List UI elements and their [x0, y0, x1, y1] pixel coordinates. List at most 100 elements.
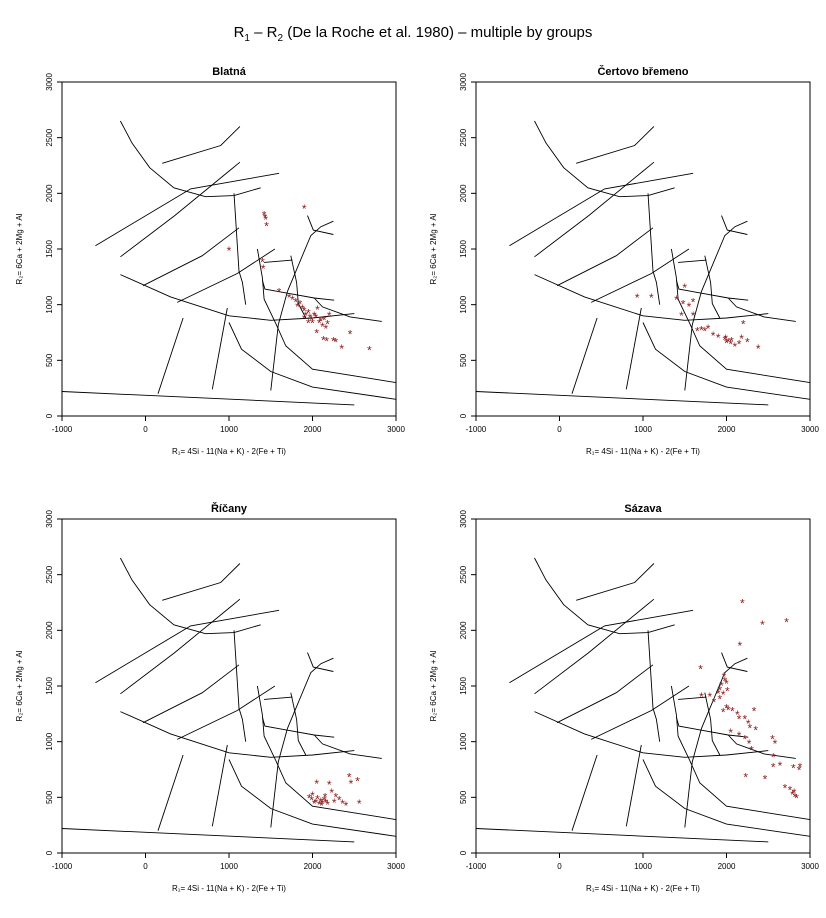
- data-point: *: [309, 313, 314, 327]
- x-axis-label: R₁= 4Si - 11(Na + K) - 2(Fe + Ti): [586, 884, 700, 893]
- data-point: *: [334, 790, 339, 804]
- data-point: *: [306, 317, 311, 331]
- data-point: *: [325, 798, 330, 812]
- grid-line-19: [313, 734, 382, 759]
- title-sub1: 1: [244, 33, 250, 44]
- grid-line-3: [162, 126, 241, 164]
- data-point: *: [347, 770, 352, 784]
- data-point: *: [699, 690, 704, 704]
- data-point: *: [748, 721, 753, 735]
- grid-line-14: [721, 215, 748, 235]
- data-point: *: [334, 336, 339, 350]
- grid-line-19: [313, 297, 382, 322]
- y-tick-label: 2500: [45, 565, 54, 583]
- y-tick-label: 1000: [45, 295, 54, 313]
- grid-line-1: [120, 557, 261, 635]
- data-point: *: [752, 705, 757, 719]
- grid-line-17: [62, 391, 355, 406]
- data-point: *: [753, 724, 758, 738]
- data-point: *: [770, 732, 775, 746]
- y-tick-label: 1000: [459, 732, 468, 750]
- grid-line-9: [625, 744, 642, 827]
- data-point: *: [302, 304, 307, 318]
- grid-line-5: [556, 664, 654, 724]
- data-point: *: [322, 794, 327, 808]
- x-tick-label: 2000: [304, 862, 322, 871]
- data-point: *: [324, 796, 329, 810]
- grid-line-5: [142, 227, 240, 287]
- y-axis-label: R₂= 6Ca + 2Mg + Al: [15, 213, 24, 284]
- grid-line-11: [228, 322, 396, 400]
- x-tick-label: 0: [557, 862, 562, 871]
- data-point: *: [746, 717, 751, 731]
- data-point: *: [771, 750, 776, 764]
- grid-line-10: [233, 193, 247, 305]
- y-tick-label: 3000: [459, 510, 468, 528]
- y-tick-label: 3000: [45, 510, 54, 528]
- data-point: *: [264, 220, 269, 234]
- grid-line-16: [704, 255, 721, 319]
- grid-line-15: [264, 696, 293, 700]
- data-point: *: [287, 291, 292, 305]
- data-point: *: [743, 732, 748, 746]
- data-point: *: [737, 338, 742, 352]
- data-point: *: [310, 789, 315, 803]
- y-tick-label: 500: [45, 353, 54, 367]
- classification-grid: [476, 120, 810, 406]
- y-tick-label: 500: [459, 790, 468, 804]
- y-tick-label: 1500: [45, 240, 54, 258]
- data-point: *: [716, 331, 721, 345]
- data-point: *: [712, 696, 717, 710]
- data-point: *: [728, 338, 733, 352]
- title-suffix: (De la Roche et al. 1980) – multiple by …: [283, 24, 592, 41]
- grid-line-6: [177, 248, 276, 303]
- data-point: *: [739, 332, 744, 346]
- data-point: *: [260, 255, 265, 269]
- grid-line-18: [675, 280, 749, 301]
- data-points: * * *** * ** ***** * * **** * *** * ** *: [635, 281, 761, 356]
- y-tick-label: 1500: [459, 240, 468, 258]
- grid-line-14: [307, 652, 334, 672]
- grid-line-15: [264, 259, 293, 263]
- grid-line-8: [157, 754, 184, 831]
- grid-line-16: [290, 255, 307, 319]
- data-point: *: [367, 343, 372, 357]
- grid-line-13: [270, 220, 334, 391]
- plot-frame: [475, 518, 811, 854]
- data-point: *: [314, 777, 319, 791]
- data-point: *: [293, 295, 298, 309]
- data-point: *: [722, 675, 727, 689]
- panel-4: Sázava -1000 0 1000 2000 3000 0 500 1000 1500 2000…: [429, 503, 819, 893]
- y-tick-label: 0: [459, 413, 468, 418]
- y-tick-label: 2000: [459, 184, 468, 202]
- grid-line-12: [256, 248, 396, 384]
- grid-line-14: [721, 652, 748, 672]
- data-point: *: [319, 799, 324, 813]
- y-tick-label: 1000: [459, 295, 468, 313]
- data-point: *: [320, 797, 325, 811]
- data-point: *: [721, 706, 726, 720]
- y-tick-label: 3000: [45, 73, 54, 91]
- data-point: *: [791, 761, 796, 775]
- data-point: *: [314, 327, 319, 341]
- data-point: *: [717, 683, 722, 697]
- data-point: *: [649, 291, 654, 305]
- data-point: *: [674, 293, 679, 307]
- data-point: *: [262, 209, 267, 223]
- grid-line-4: [120, 711, 355, 758]
- data-point: *: [724, 337, 729, 351]
- grid-line-10: [647, 193, 661, 305]
- grid-line-2: [534, 598, 655, 695]
- panel-1: Blatná -1000 0 1000 2000 3000 0 500 1000 1500 2000…: [15, 66, 405, 456]
- data-point: *: [357, 797, 362, 811]
- data-point: *: [783, 781, 788, 795]
- grid-line-16: [704, 692, 721, 756]
- data-point: *: [702, 324, 707, 338]
- grid-line-5: [142, 664, 240, 724]
- data-point: *: [792, 786, 797, 800]
- data-point: *: [309, 794, 314, 808]
- grid-line-18: [261, 280, 335, 301]
- grid-line-5: [556, 227, 654, 287]
- data-point: *: [726, 703, 731, 717]
